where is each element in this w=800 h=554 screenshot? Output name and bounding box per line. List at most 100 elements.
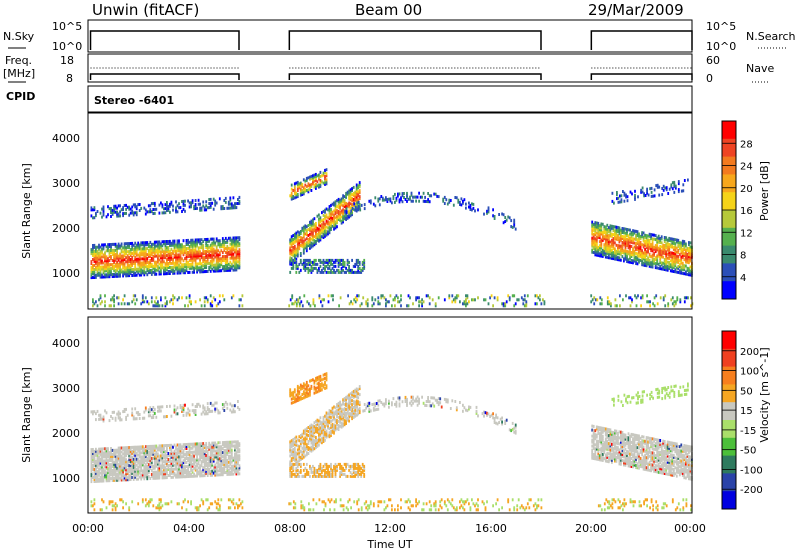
power-cell xyxy=(169,251,171,255)
velocity-cell xyxy=(199,466,201,470)
power-cell xyxy=(215,253,218,257)
power-cell xyxy=(194,264,197,268)
velocity-cell xyxy=(140,465,143,469)
power-cell xyxy=(190,258,192,262)
power-cell xyxy=(644,233,646,237)
power-cell xyxy=(226,266,229,270)
power-cell xyxy=(598,230,601,234)
power-cell xyxy=(328,260,331,264)
power-cell xyxy=(146,267,149,271)
power-cell xyxy=(117,270,120,274)
velocity-cell xyxy=(143,465,146,469)
power-cell xyxy=(316,268,319,272)
velocity-cell xyxy=(116,456,118,460)
power-cell xyxy=(340,270,343,274)
power-cell xyxy=(623,241,625,245)
velocity-cell xyxy=(158,464,161,468)
power-cell xyxy=(361,260,364,264)
power-cell xyxy=(628,296,630,300)
power-cell xyxy=(96,249,99,253)
velocity-cell xyxy=(206,449,209,453)
power-cell xyxy=(307,262,310,266)
velocity-cell xyxy=(166,448,168,452)
power-cell xyxy=(170,243,173,247)
velocity-cell xyxy=(169,453,171,457)
velocity-cell xyxy=(160,466,162,470)
power-cell xyxy=(334,258,337,262)
power-cell xyxy=(187,255,189,258)
power-cell xyxy=(310,184,313,188)
velocity-cell xyxy=(153,456,156,460)
power-cell xyxy=(600,240,603,244)
velocity-cell xyxy=(214,473,217,477)
power-cell xyxy=(116,210,118,214)
power-cell xyxy=(663,236,666,239)
velocity-cell xyxy=(166,456,168,460)
velocity-cell xyxy=(163,454,165,458)
power-cell xyxy=(144,265,147,269)
velocity-cell xyxy=(153,476,156,480)
power-cell xyxy=(116,212,118,216)
power-cell xyxy=(369,201,372,205)
power-cell xyxy=(600,242,603,246)
velocity-cell xyxy=(178,467,180,471)
velocity-cell xyxy=(187,473,189,476)
power-cell xyxy=(654,264,657,268)
power-cell xyxy=(409,197,411,201)
power-cell xyxy=(170,269,173,273)
velocity-cell xyxy=(163,464,165,468)
velocity-cell xyxy=(197,448,200,452)
velocity-cell xyxy=(149,465,152,468)
velocity-cell xyxy=(223,461,226,464)
power-cell xyxy=(357,190,360,194)
power-cell xyxy=(463,300,466,304)
power-cell xyxy=(638,242,640,246)
power-cell xyxy=(620,234,622,238)
power-cell xyxy=(299,181,302,185)
power-cell xyxy=(166,264,168,268)
power-cell xyxy=(651,261,654,265)
velocity-cell xyxy=(132,453,135,457)
power-cell xyxy=(169,255,171,259)
power-cell xyxy=(671,269,674,273)
power-cell xyxy=(313,243,316,247)
velocity-cell xyxy=(147,457,150,460)
velocity-cell xyxy=(123,452,126,456)
power-cell xyxy=(227,206,230,210)
velocity-cell xyxy=(184,461,186,465)
power-cell xyxy=(176,298,179,302)
velocity-cell xyxy=(129,454,132,457)
power-cell xyxy=(604,253,607,257)
power-cell xyxy=(343,217,346,221)
power-cell xyxy=(653,251,655,255)
power-cell xyxy=(336,258,338,262)
power-cell xyxy=(217,255,220,259)
power-cell xyxy=(471,208,473,212)
power-cell xyxy=(641,235,643,239)
power-cell xyxy=(308,302,310,306)
power-cell xyxy=(340,266,343,270)
power-cell xyxy=(140,302,143,306)
power-cell xyxy=(657,262,660,266)
power-cell xyxy=(307,260,310,264)
velocity-cell xyxy=(194,446,197,450)
power-cell xyxy=(600,246,603,250)
velocity-cell xyxy=(131,465,134,469)
velocity-cell xyxy=(167,458,170,461)
power-cell xyxy=(164,302,167,306)
velocity-cell xyxy=(182,449,185,453)
velocity-cell xyxy=(113,448,115,452)
power-cell xyxy=(205,242,208,245)
power-cell xyxy=(678,243,681,247)
power-cell xyxy=(598,252,601,256)
power-cell xyxy=(116,260,118,264)
velocity-cell xyxy=(140,459,143,463)
velocity-cell xyxy=(221,455,224,459)
power-cell xyxy=(688,251,690,255)
power-cell xyxy=(330,270,332,274)
power-cell xyxy=(190,244,192,248)
velocity-cell xyxy=(190,450,192,454)
power-cell xyxy=(304,242,307,246)
power-cell xyxy=(95,247,97,251)
power-cell xyxy=(622,190,624,193)
